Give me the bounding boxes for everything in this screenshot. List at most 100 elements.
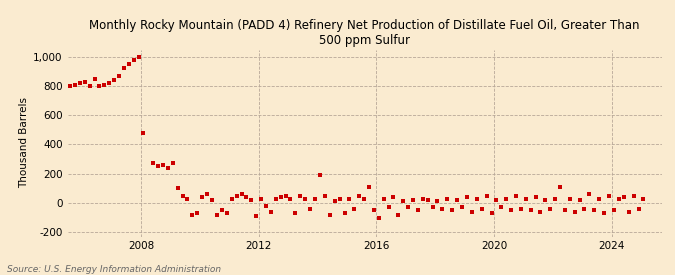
Point xyxy=(153,164,163,169)
Point xyxy=(608,208,619,212)
Point xyxy=(60,104,71,109)
Point xyxy=(393,212,404,217)
Point xyxy=(437,207,448,211)
Point xyxy=(432,199,443,204)
Point xyxy=(545,207,556,211)
Point xyxy=(109,78,119,82)
Point xyxy=(344,196,354,201)
Point xyxy=(79,79,90,84)
Point xyxy=(481,193,492,198)
Point xyxy=(158,163,169,167)
Point xyxy=(182,196,193,201)
Title: Monthly Rocky Mountain (PADD 4) Refinery Net Production of Distillate Fuel Oil, : Monthly Rocky Mountain (PADD 4) Refinery… xyxy=(89,19,640,47)
Point xyxy=(373,215,384,220)
Point xyxy=(540,198,551,202)
Point xyxy=(594,196,605,201)
Point xyxy=(358,196,369,201)
Point xyxy=(555,185,566,189)
Point xyxy=(589,208,600,212)
Point xyxy=(638,196,649,201)
Point xyxy=(319,193,330,198)
Point xyxy=(628,193,639,198)
Point xyxy=(427,205,438,210)
Point xyxy=(178,193,188,198)
Point xyxy=(574,198,585,202)
Point xyxy=(329,199,340,204)
Point xyxy=(84,84,95,88)
Point xyxy=(217,208,227,212)
Point xyxy=(70,82,80,87)
Point xyxy=(275,195,286,199)
Point xyxy=(74,81,85,85)
Point xyxy=(354,193,364,198)
Point xyxy=(285,196,296,201)
Point xyxy=(192,211,203,215)
Point xyxy=(163,166,173,170)
Point xyxy=(138,131,148,135)
Point xyxy=(89,76,100,81)
Point xyxy=(304,207,315,211)
Point xyxy=(402,205,413,210)
Point xyxy=(226,196,237,201)
Point xyxy=(246,198,256,202)
Point xyxy=(516,207,526,211)
Point xyxy=(579,207,590,211)
Point xyxy=(315,173,325,177)
Point xyxy=(211,212,222,217)
Point xyxy=(207,198,217,202)
Y-axis label: Thousand Barrels: Thousand Barrels xyxy=(19,98,29,188)
Point xyxy=(491,198,502,202)
Point xyxy=(603,193,614,198)
Point xyxy=(99,82,109,87)
Point xyxy=(236,192,247,196)
Point xyxy=(148,161,159,166)
Point xyxy=(261,204,271,208)
Point xyxy=(584,192,595,196)
Point xyxy=(221,211,232,215)
Point xyxy=(599,211,610,215)
Point xyxy=(457,205,468,210)
Point xyxy=(113,74,124,78)
Point xyxy=(452,198,462,202)
Point xyxy=(442,196,453,201)
Point xyxy=(476,207,487,211)
Point xyxy=(104,81,115,85)
Point xyxy=(496,205,507,210)
Point xyxy=(124,62,134,66)
Point xyxy=(549,196,560,201)
Point xyxy=(466,210,477,214)
Text: Source: U.S. Energy Information Administration: Source: U.S. Energy Information Administ… xyxy=(7,265,221,274)
Point xyxy=(172,186,183,191)
Point xyxy=(520,196,531,201)
Point xyxy=(167,161,178,166)
Point xyxy=(310,196,321,201)
Point xyxy=(462,195,472,199)
Point xyxy=(423,198,433,202)
Point xyxy=(187,212,198,217)
Point xyxy=(241,195,252,199)
Point xyxy=(623,210,634,214)
Point xyxy=(560,208,570,212)
Point xyxy=(486,211,497,215)
Point xyxy=(339,211,350,215)
Point xyxy=(412,208,423,212)
Point xyxy=(295,193,306,198)
Point xyxy=(280,193,291,198)
Point xyxy=(325,212,335,217)
Point xyxy=(364,185,375,189)
Point xyxy=(334,196,345,201)
Point xyxy=(128,57,139,62)
Point xyxy=(202,192,213,196)
Point xyxy=(383,205,394,210)
Point xyxy=(569,210,580,214)
Point xyxy=(614,196,624,201)
Point xyxy=(256,196,267,201)
Point xyxy=(197,195,208,199)
Point xyxy=(531,195,541,199)
Point xyxy=(408,198,418,202)
Point xyxy=(471,196,482,201)
Point xyxy=(369,208,379,212)
Point xyxy=(417,196,428,201)
Point xyxy=(94,84,105,88)
Point xyxy=(525,208,536,212)
